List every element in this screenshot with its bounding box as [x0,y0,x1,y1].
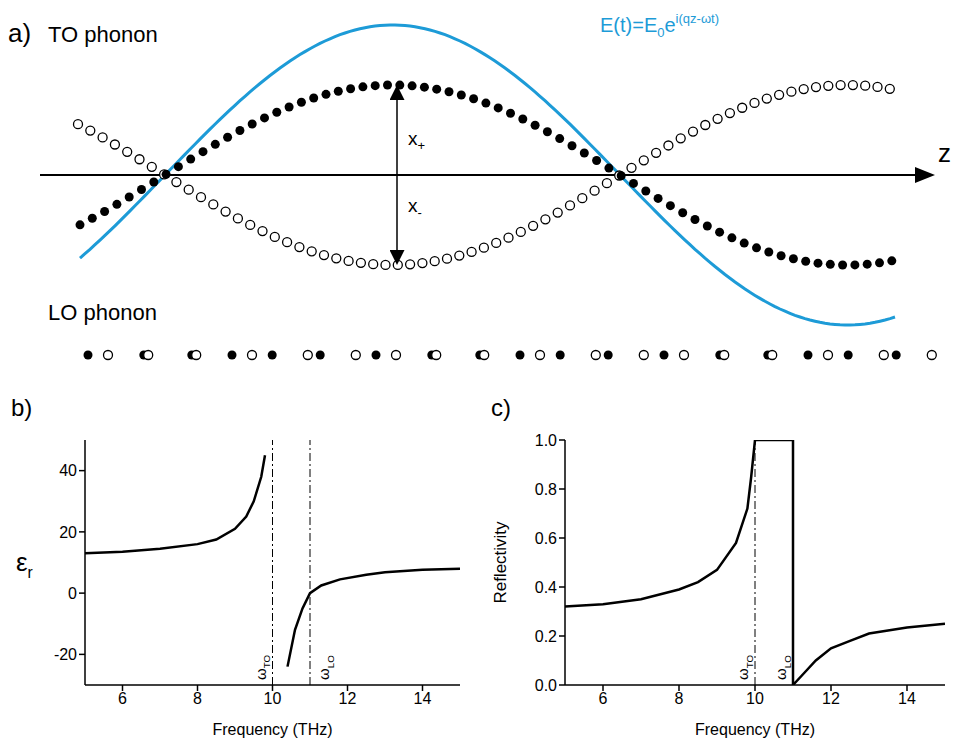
svg-text:0.6: 0.6 [535,530,557,547]
svg-text:z: z [938,138,951,168]
svg-text:10: 10 [264,690,282,707]
svg-text:ωTO: ωTO [734,655,755,680]
svg-text:ωLO: ωLO [772,655,793,680]
svg-text:Frequency (THz): Frequency (THz) [695,721,815,738]
svg-text:Reflectivity: Reflectivity [491,521,510,604]
svg-text:0.2: 0.2 [535,628,557,645]
svg-text:0.4: 0.4 [535,579,557,596]
svg-text:Frequency (THz): Frequency (THz) [212,721,332,738]
svg-text:TO phonon: TO phonon [48,22,158,47]
svg-text:8: 8 [675,690,684,707]
svg-text:6: 6 [599,690,608,707]
svg-text:E(t)=E0ei(qz-ωt): E(t)=E0ei(qz-ωt) [600,11,719,40]
svg-text:0.0: 0.0 [535,677,557,694]
html-text:c): c) [491,394,511,421]
svg-text:1.0: 1.0 [535,432,557,449]
svg-text:LO phonon: LO phonon [48,300,157,325]
svg-text:6: 6 [118,690,127,707]
svg-text:8: 8 [193,690,202,707]
svg-text:40: 40 [59,462,77,479]
svg-text:x+: x+ [408,128,425,153]
svg-text:εr: εr [16,547,33,582]
svg-text:a): a) [8,18,31,48]
svg-text:10: 10 [746,690,764,707]
svg-text:ωTO: ωTO [252,655,273,680]
svg-text:20: 20 [59,524,77,541]
svg-text:0: 0 [68,585,77,602]
svg-text:12: 12 [822,690,840,707]
html-text:b): b) [11,394,33,421]
svg-text:14: 14 [898,690,916,707]
svg-text:12: 12 [339,690,357,707]
svg-text:x-: x- [408,195,422,220]
svg-text:-20: -20 [54,646,77,663]
svg-text:ωLO: ωLO [315,655,336,680]
svg-text:14: 14 [414,690,432,707]
svg-text:0.8: 0.8 [535,481,557,498]
